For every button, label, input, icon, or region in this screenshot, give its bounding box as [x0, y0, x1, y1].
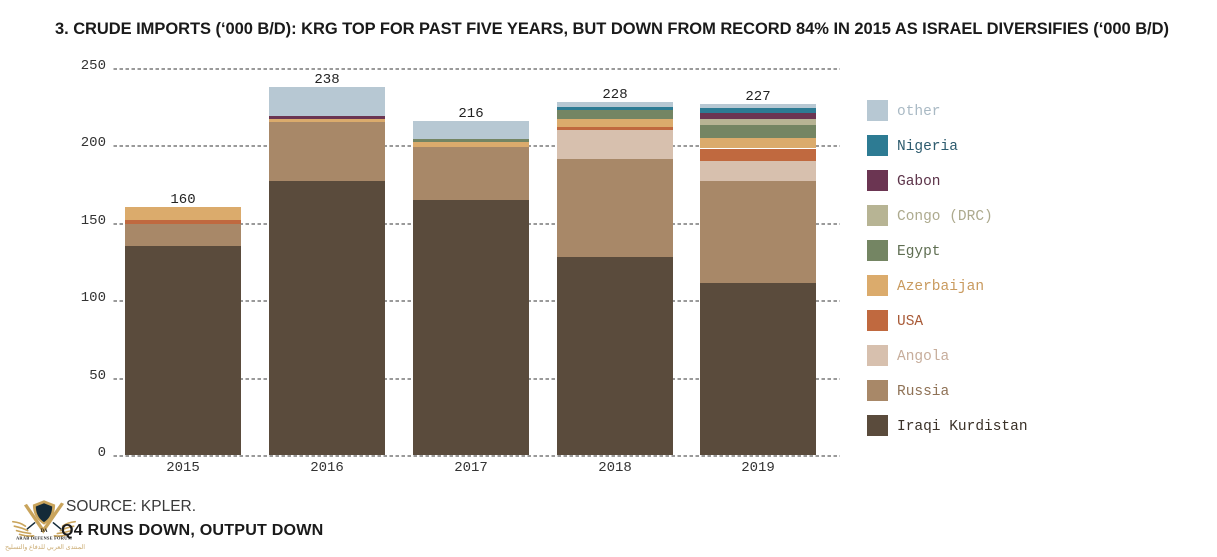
svg-text:DA: DA [41, 529, 48, 534]
